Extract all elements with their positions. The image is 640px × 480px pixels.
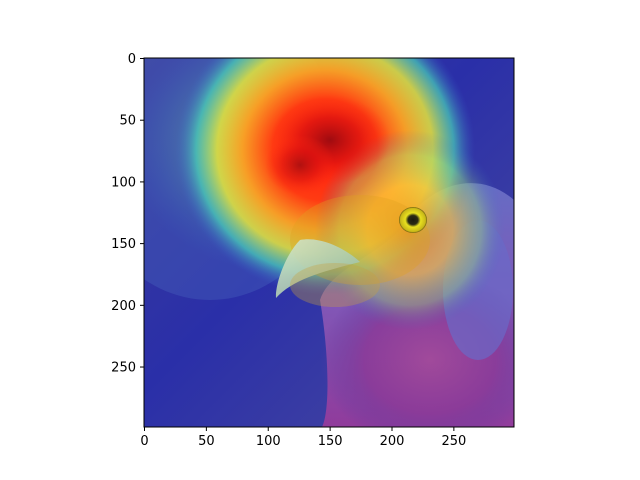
- x-axis: 0 50 100 150 200 250: [140, 427, 466, 449]
- x-tick-label: 150: [318, 434, 343, 449]
- y-axis: 0 50 100 150 200 250: [111, 52, 144, 376]
- y-tick-label: 150: [111, 237, 136, 252]
- axes-frame: [143, 57, 515, 428]
- heatmap-image: [144, 58, 514, 427]
- y-tick-label: 200: [111, 299, 136, 314]
- y-tick-label: 100: [111, 175, 136, 190]
- x-tick-label: 50: [198, 434, 215, 449]
- y-tick-label: 250: [111, 361, 136, 376]
- x-tick-label: 200: [380, 434, 405, 449]
- x-tick-label: 0: [140, 434, 148, 449]
- y-tick-label: 50: [119, 114, 136, 129]
- x-tick-label: 250: [441, 434, 466, 449]
- x-tick-label: 100: [256, 434, 281, 449]
- y-tick-label: 0: [128, 52, 136, 67]
